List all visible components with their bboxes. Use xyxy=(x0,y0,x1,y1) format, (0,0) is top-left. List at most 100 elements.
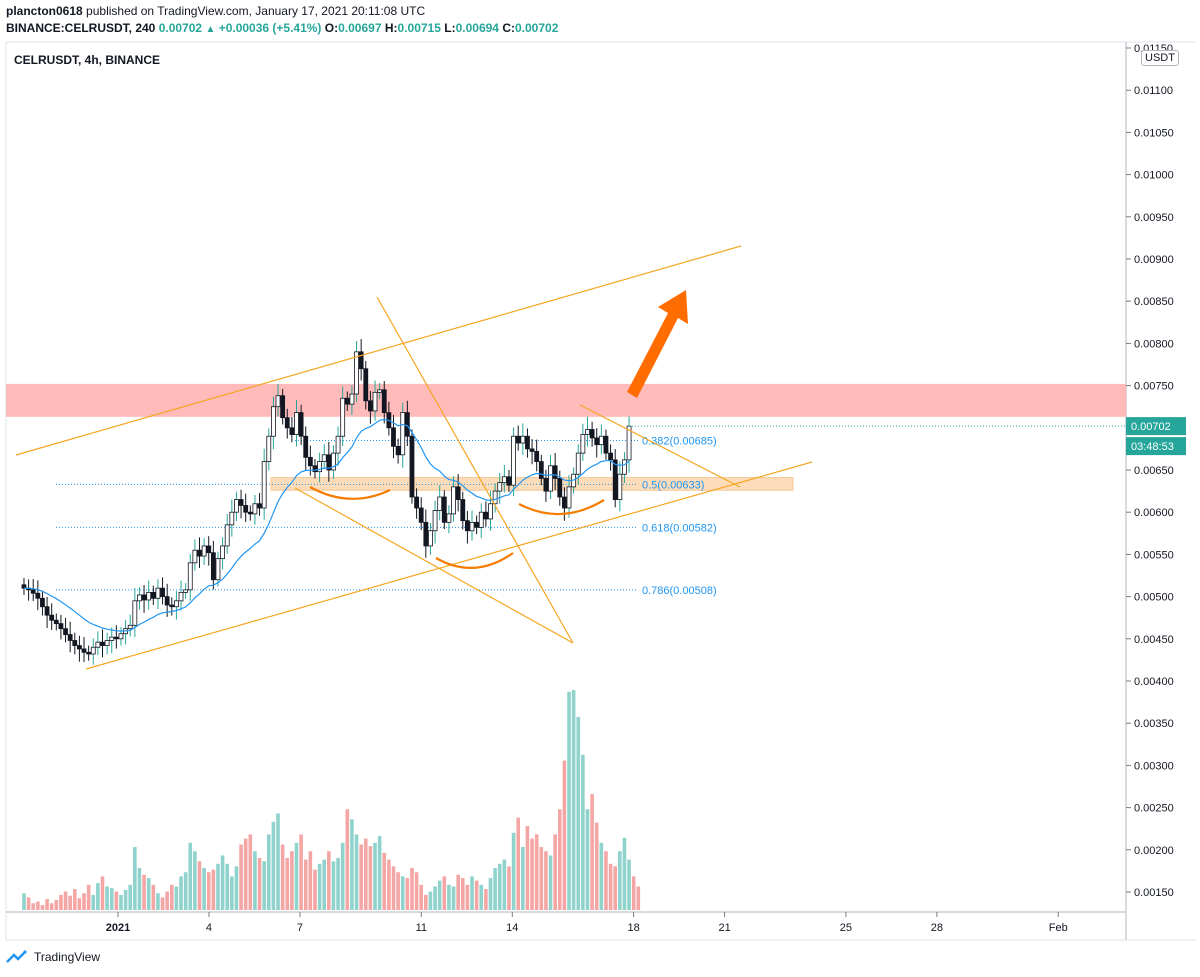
volume-bar xyxy=(299,834,303,910)
volume-bar xyxy=(359,844,363,910)
tradingview-logo[interactable]: TradingView xyxy=(6,950,100,964)
y-tick-label: 0.00450 xyxy=(1134,634,1174,646)
volume-bar xyxy=(548,855,553,910)
volume-bar xyxy=(109,888,114,910)
volume-bar xyxy=(604,851,608,910)
candle-body xyxy=(178,591,184,602)
volume-bar xyxy=(525,826,530,910)
candle-body xyxy=(469,521,475,532)
candle-body xyxy=(483,511,489,520)
candle-body xyxy=(303,435,309,458)
candle-body xyxy=(317,461,322,473)
volume-bar xyxy=(608,863,613,910)
candle-body xyxy=(224,524,230,547)
candle-body xyxy=(391,427,396,447)
candle-body xyxy=(49,614,55,621)
candle-body xyxy=(257,503,262,509)
volume-bar xyxy=(387,859,391,910)
volume-bar xyxy=(86,884,91,910)
candle-body xyxy=(557,478,563,498)
volume-bar xyxy=(45,899,49,910)
candle-body xyxy=(358,351,364,370)
candle-body xyxy=(585,429,590,435)
candle-body xyxy=(215,558,221,581)
candle-body xyxy=(455,486,461,500)
price-change: +0.00036 (+5.41%) xyxy=(218,21,322,35)
volume-bar xyxy=(114,891,119,910)
volume-bar xyxy=(502,859,507,910)
x-tick-label: 14 xyxy=(506,922,518,934)
candle-body xyxy=(423,521,429,547)
candle-body xyxy=(464,520,470,532)
candle-body xyxy=(280,395,286,419)
volume-bar xyxy=(345,809,350,910)
close-label: C: xyxy=(502,21,515,35)
candle-body xyxy=(201,545,207,557)
candle-body xyxy=(72,640,78,646)
y-tick-label: 0.00500 xyxy=(1134,592,1174,604)
candle-body xyxy=(155,587,161,599)
volume-bar xyxy=(72,889,77,910)
volume-bar xyxy=(26,897,31,910)
candle-body xyxy=(441,496,447,523)
y-tick-label: 0.00350 xyxy=(1134,718,1174,730)
candle-body xyxy=(488,503,493,520)
candle-body xyxy=(594,437,600,446)
candle-body xyxy=(501,476,507,484)
volume-bar xyxy=(253,851,257,910)
candle-body xyxy=(367,400,373,412)
candle-body xyxy=(344,397,350,405)
open-value: 0.00697 xyxy=(338,21,382,35)
volume-bar xyxy=(557,809,562,910)
candle-body xyxy=(137,594,142,602)
volume-bar xyxy=(562,760,567,910)
volume-bar xyxy=(400,876,405,910)
last-price-value: 0.00702 xyxy=(158,21,203,35)
candle-body xyxy=(146,591,152,601)
y-tick-label: 0.01000 xyxy=(1134,170,1174,182)
volume-bar xyxy=(521,847,525,910)
currency-label[interactable]: USDT xyxy=(1141,50,1179,66)
candle-body xyxy=(150,591,156,599)
candle-body xyxy=(229,511,235,526)
candle-body xyxy=(478,511,484,528)
volume-bar xyxy=(105,886,109,910)
volume-bar xyxy=(160,897,165,910)
candle-body xyxy=(81,648,87,653)
candle-body xyxy=(100,641,105,646)
candle-body xyxy=(284,417,290,429)
volume-bar xyxy=(123,889,128,910)
volume-bar xyxy=(197,861,202,910)
candle-body xyxy=(432,510,438,532)
countdown-label: 03:48:53 xyxy=(1131,441,1174,453)
candle-body xyxy=(192,549,198,564)
author-name[interactable]: plancton0618 xyxy=(6,4,83,18)
volume-bar xyxy=(77,898,82,910)
candle-body xyxy=(543,478,549,492)
y-tick-label: 0.00200 xyxy=(1134,845,1174,857)
candle-body xyxy=(220,545,225,560)
candle-body xyxy=(53,619,59,625)
resistance-zone xyxy=(6,383,1126,417)
fib-level-label: 0.5(0.00633) xyxy=(642,479,704,491)
y-tick-label: 0.01100 xyxy=(1134,85,1173,97)
candle-body xyxy=(164,596,170,606)
volume-bar xyxy=(54,899,59,910)
volume-bar xyxy=(622,837,627,910)
cup-arc xyxy=(518,499,605,516)
volume-bar xyxy=(220,855,225,910)
candle-body xyxy=(141,594,147,601)
candle-body xyxy=(321,454,327,462)
close-value: 0.00702 xyxy=(515,21,559,35)
volume-bar xyxy=(424,894,428,910)
candle-body xyxy=(312,465,318,473)
candle-body xyxy=(335,435,341,454)
volume-bar xyxy=(128,884,133,910)
volume-bar xyxy=(239,844,243,910)
volume-bar xyxy=(544,851,548,910)
candle-body xyxy=(349,393,355,405)
volume-bar xyxy=(22,893,26,910)
support-zone xyxy=(270,477,794,491)
candle-body xyxy=(354,351,359,395)
